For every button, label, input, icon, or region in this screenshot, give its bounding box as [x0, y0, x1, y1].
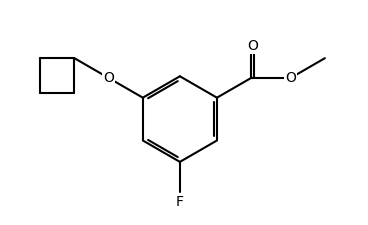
- Text: O: O: [285, 71, 296, 85]
- Text: F: F: [176, 195, 184, 209]
- Text: O: O: [247, 38, 258, 52]
- Text: O: O: [103, 71, 114, 85]
